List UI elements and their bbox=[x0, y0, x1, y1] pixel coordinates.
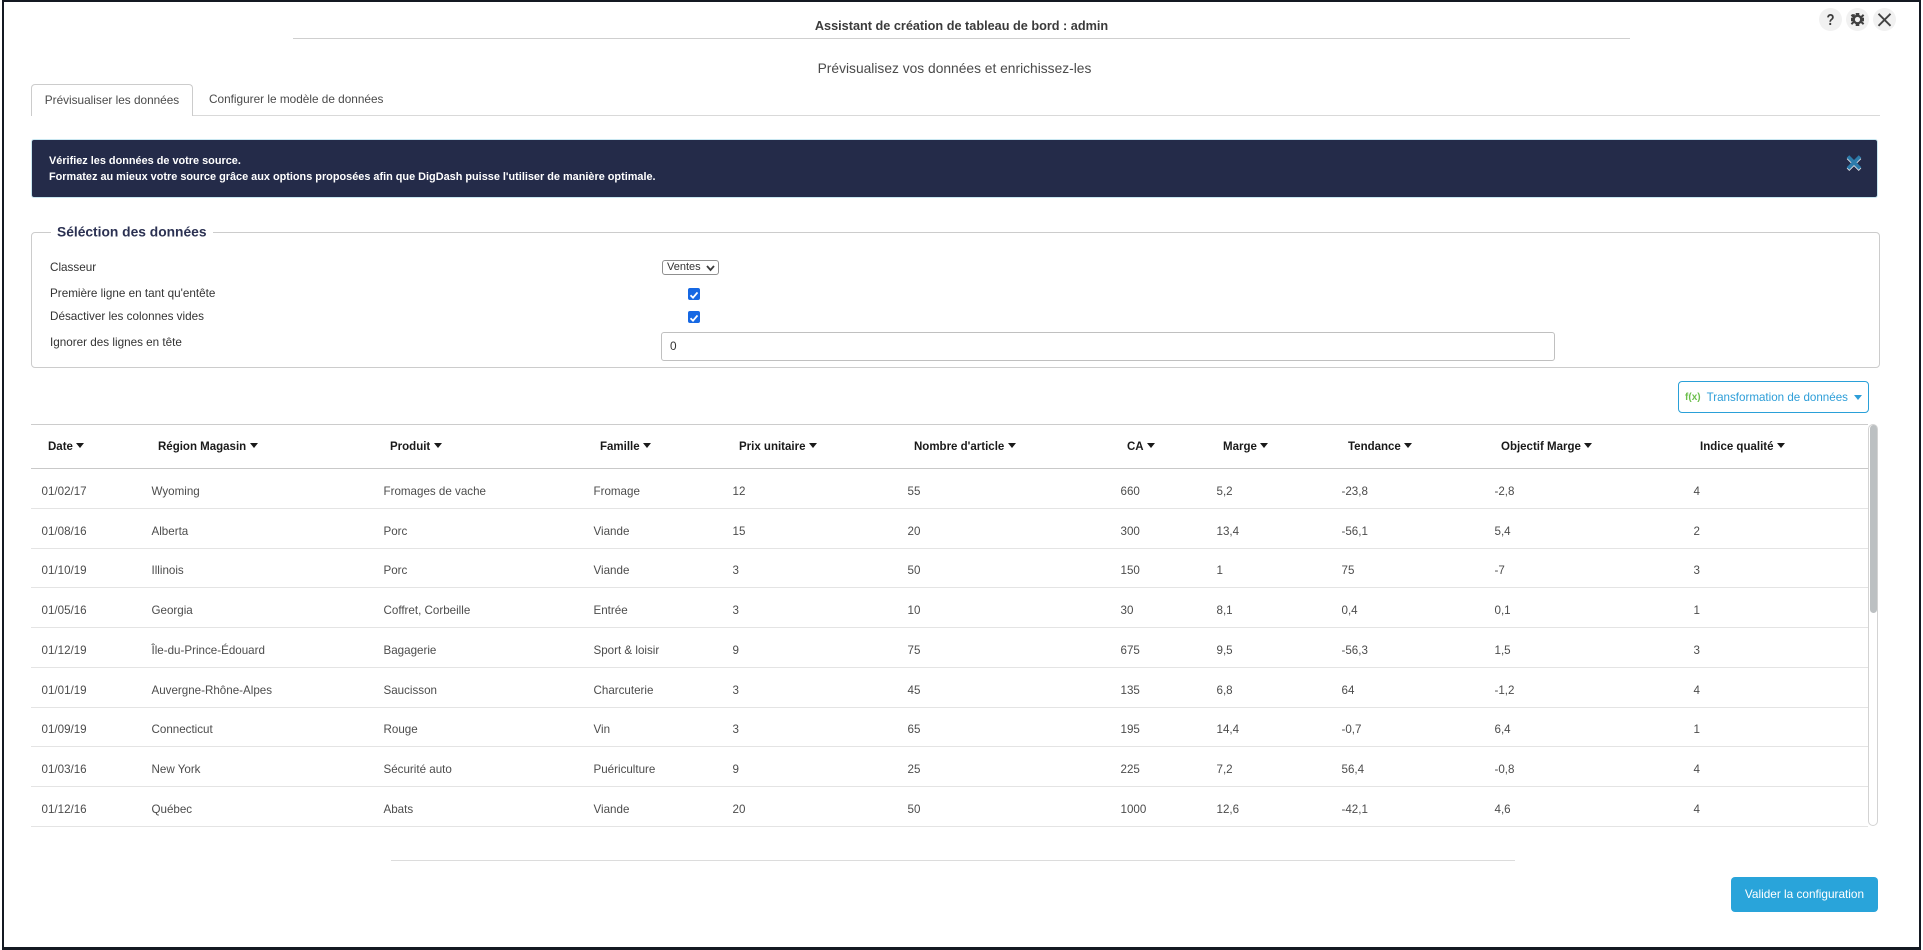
svg-text:?: ? bbox=[1826, 12, 1834, 29]
